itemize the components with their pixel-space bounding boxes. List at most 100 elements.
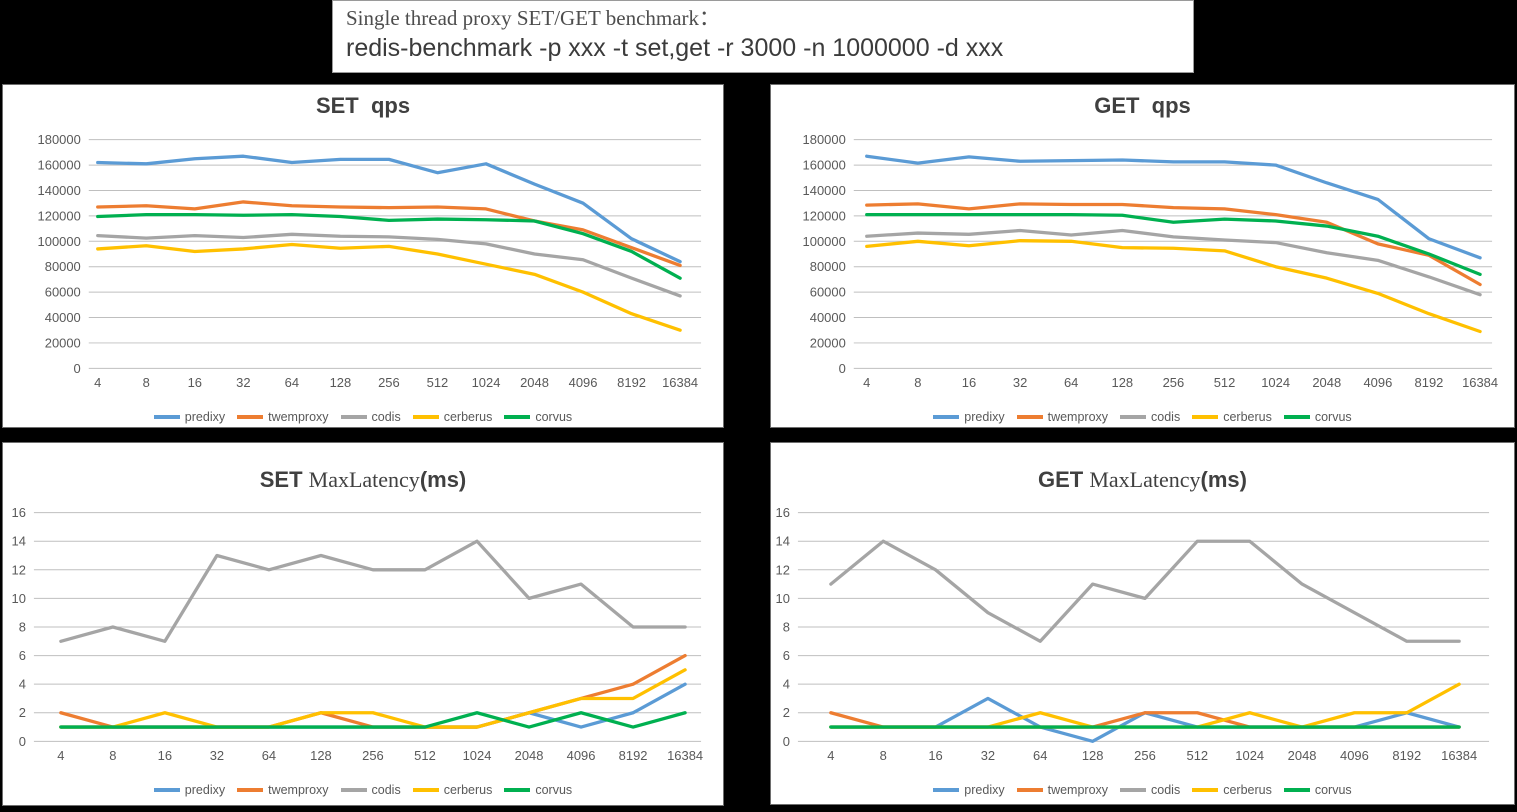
legend-label: codis xyxy=(371,783,401,797)
y-axis-tick-label: 100000 xyxy=(803,234,846,249)
chart-title-segment: GET qps xyxy=(1094,93,1191,118)
x-axis-tick-label: 16 xyxy=(158,748,172,763)
x-axis-tick-label: 4 xyxy=(863,375,870,390)
x-axis-tick-label: 32 xyxy=(236,375,250,390)
legend-set-qps: predixy twemproxy codis cerberus corvus xyxy=(3,410,723,424)
x-axis-tick-label: 32 xyxy=(981,748,995,763)
x-axis-tick-label: 512 xyxy=(1214,375,1236,390)
x-axis-tick-label: 16 xyxy=(928,748,942,763)
legend-label: predixy xyxy=(184,783,226,797)
y-axis-tick-label: 20000 xyxy=(45,335,81,350)
x-axis-tick-label: 256 xyxy=(378,375,400,390)
y-axis-tick-label: 120000 xyxy=(803,208,846,223)
legend-label: predixy xyxy=(184,410,226,424)
series-line-twemproxy xyxy=(96,200,682,268)
y-axis-tick-label: 12 xyxy=(776,562,790,577)
x-axis-tick-label: 8192 xyxy=(1415,375,1444,390)
legend-item-cerberus: cerberus xyxy=(1192,783,1272,797)
legend-label: cerberus xyxy=(1223,410,1272,424)
x-axis-tick-label: 512 xyxy=(427,375,449,390)
series-line-codis xyxy=(96,232,682,298)
x-axis-tick-label: 16384 xyxy=(667,748,703,763)
y-axis-tick-label: 16 xyxy=(776,505,790,520)
y-axis-tick-label: 4 xyxy=(783,677,790,692)
x-axis-tick-label: 2048 xyxy=(515,748,544,763)
x-axis-tick-label: 4096 xyxy=(1363,375,1392,390)
x-axis-tick-label: 8 xyxy=(109,748,116,763)
legend-swatch-twemproxy xyxy=(237,415,264,419)
series-line-predixy xyxy=(59,682,687,729)
legend-label: corvus xyxy=(1314,783,1352,797)
legend-swatch-cerberus xyxy=(1192,415,1219,419)
y-axis-tick-label: 120000 xyxy=(38,208,81,223)
chart-set-qps: SET qps 0 20000 40000 60000 80000 100000 12000… xyxy=(2,84,724,428)
y-axis-tick-label: 14 xyxy=(12,534,26,549)
legend-swatch-codis xyxy=(1120,788,1147,792)
legend-item-cerberus: cerberus xyxy=(412,783,493,797)
legend-label: twemproxy xyxy=(268,410,329,424)
y-axis-tick-label: 80000 xyxy=(810,259,846,274)
x-axis-tick-label: 128 xyxy=(1111,375,1133,390)
legend-swatch-corvus xyxy=(504,788,531,792)
x-axis-tick-label: 8 xyxy=(143,375,150,390)
set-qps-plot: 0 20000 40000 60000 80000 100000 120000 140000 1… xyxy=(38,132,702,390)
chart-title-get-maxlatency: GET MaxLatency(ms) xyxy=(771,467,1514,493)
chart-set-maxlatency: SET MaxLatency(ms) 0 2 4 6 8 10 12 14 16 4 8 16 32 64… xyxy=(2,442,724,806)
legend-get-maxlatency: predixy twemproxy codis cerberus corvus xyxy=(771,783,1514,797)
legend-item-corvus: corvus xyxy=(1283,410,1352,424)
y-axis-tick-label: 10 xyxy=(12,591,26,606)
legend-item-codis: codis xyxy=(1120,410,1180,424)
legend-item-codis: codis xyxy=(340,410,401,424)
y-axis-tick-label: 60000 xyxy=(45,285,81,300)
x-axis-tick-label: 64 xyxy=(285,375,299,390)
series-line-twemproxy xyxy=(865,202,1482,287)
legend-item-cerberus: cerberus xyxy=(412,410,493,424)
legend-swatch-corvus xyxy=(1283,415,1310,419)
legend-label: twemproxy xyxy=(1047,410,1109,424)
chart-title-set-qps: SET qps xyxy=(3,93,723,119)
y-axis-tick-label: 20000 xyxy=(810,335,846,350)
series-line-predixy xyxy=(829,696,1461,743)
series-line-codis xyxy=(829,539,1461,643)
x-axis-tick-label: 2048 xyxy=(1288,748,1317,763)
x-axis-tick-label: 2048 xyxy=(1312,375,1341,390)
y-axis-tick-label: 80000 xyxy=(45,259,81,274)
x-axis-tick-label: 256 xyxy=(1163,375,1185,390)
y-axis-tick-label: 6 xyxy=(19,648,26,663)
x-axis-tick-label: 32 xyxy=(1013,375,1027,390)
chart-get-qps: GET qps 0 20000 40000 60000 80000 100000 12000… xyxy=(770,84,1515,428)
legend-label: codis xyxy=(371,410,401,424)
legend-label: cerberus xyxy=(443,783,493,797)
legend-set-maxlatency: predixy twemproxy codis cerberus corvus xyxy=(3,783,723,797)
legend-swatch-cerberus xyxy=(412,415,439,419)
series-line-corvus xyxy=(59,711,687,729)
legend-swatch-predixy xyxy=(933,415,960,419)
y-axis-tick-label: 160000 xyxy=(38,158,81,173)
series-line-codis xyxy=(865,228,1482,297)
series-line-cerberus xyxy=(829,682,1461,729)
series-line-corvus xyxy=(96,212,682,280)
y-axis-tick-label: 6 xyxy=(783,648,790,663)
series-line-codis xyxy=(59,539,687,643)
legend-label: corvus xyxy=(535,783,573,797)
legend-item-predixy: predixy xyxy=(153,783,226,797)
series-line-cerberus xyxy=(96,242,682,332)
legend-label: cerberus xyxy=(443,410,493,424)
chart-title-segment: SET qps xyxy=(315,93,411,118)
x-axis-tick-label: 64 xyxy=(1033,748,1047,763)
chart-title-segment: (ms) xyxy=(419,467,467,492)
y-axis-tick-label: 8 xyxy=(19,619,26,634)
legend-item-twemproxy: twemproxy xyxy=(237,410,329,424)
chart-title-segment: MaxLatency xyxy=(308,467,420,492)
legend-item-predixy: predixy xyxy=(933,410,1005,424)
legend-item-codis: codis xyxy=(340,783,401,797)
x-axis-tick-label: 4096 xyxy=(1340,748,1369,763)
y-axis-tick-label: 100000 xyxy=(38,234,81,249)
legend-item-predixy: predixy xyxy=(933,783,1005,797)
x-axis-tick-label: 1024 xyxy=(472,375,501,390)
x-axis-tick-label: 4096 xyxy=(567,748,596,763)
legend-item-corvus: corvus xyxy=(504,783,572,797)
series-line-predixy xyxy=(96,154,682,264)
y-axis-tick-label: 16 xyxy=(12,505,26,520)
